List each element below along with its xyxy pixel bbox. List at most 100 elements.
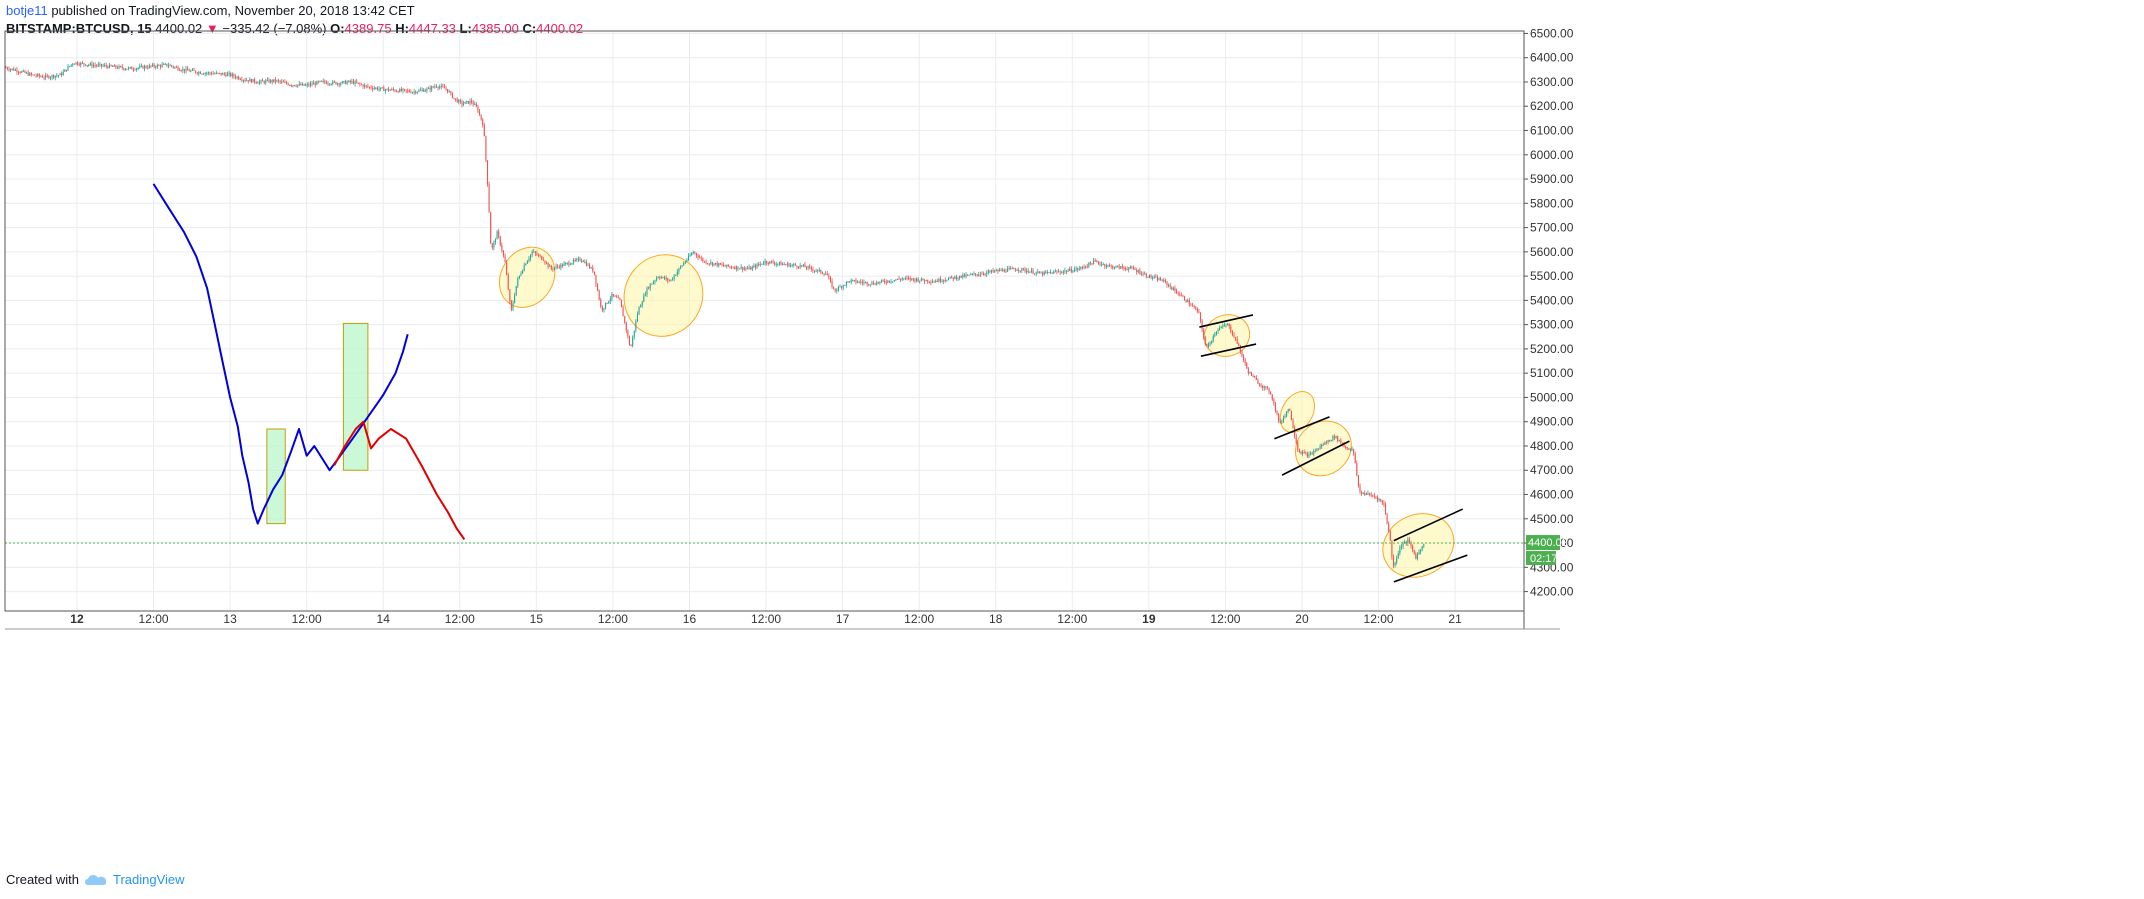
candle-body [1026,270,1028,272]
candle-body [477,106,479,112]
candle-body [1337,435,1339,441]
candle-body [652,281,654,284]
candle-body [542,259,544,261]
candle-body [1246,363,1248,369]
candle-body [518,275,520,279]
candle-body [38,74,40,77]
candle-body [223,73,225,75]
close-label: C: [522,21,537,36]
candle-body [458,100,460,103]
candle-body [745,268,747,270]
drawings-lines [5,183,1524,583]
candle-body [247,80,249,82]
candle-body [675,274,677,276]
candle-body [35,75,37,77]
candle-body [729,266,731,268]
candle-body [1107,265,1109,267]
candle-body [6,67,8,69]
candle-body [1008,268,1010,270]
candle-body [1362,492,1364,494]
last-price-value: 4400.02 [155,21,203,36]
candle-body [1423,544,1425,547]
candle-body [939,278,942,282]
candle-body [502,250,505,256]
candle-body [298,83,300,85]
candle-body [365,85,367,87]
candle-body [5,67,7,69]
change-value: −335.42 (−7.08%) [222,21,327,36]
candle-body [708,263,710,265]
symbol-label: BITSTAMP:BTCUSD, 15 [6,21,152,36]
candle-body [539,255,541,257]
tradingview-link[interactable]: TradingView [112,872,185,887]
candle-body [45,75,47,78]
candle-body [914,279,916,281]
x-tick-label: 12:00 [445,612,475,626]
candle-body [442,85,444,87]
candle-body [710,262,712,264]
candle-body [1191,305,1194,307]
candle-body [352,81,355,84]
candle-body [177,67,179,70]
candle-body [1067,270,1069,272]
candle-body [1156,276,1158,281]
candle-body [70,64,72,67]
candle-body [230,73,232,77]
candle-body [1392,557,1395,566]
candle-body [285,82,288,84]
candle-body [1171,287,1173,290]
candle-body [531,252,533,255]
candle-body [1000,269,1002,271]
candle-body [368,86,371,88]
candle-body [794,264,796,266]
candle-body [515,285,517,296]
candle-body [705,261,707,264]
candle-body [306,84,308,86]
candle-body [520,273,522,276]
candle-body [1367,493,1369,495]
candle-body [579,258,581,261]
candle-body [858,281,860,283]
candle-body [274,79,276,82]
candle-body [407,90,409,92]
candle-body [1148,275,1151,278]
candle-body [585,262,587,266]
candle-body [164,63,166,65]
author-link[interactable]: botje11 [6,3,48,18]
candle-body [451,92,453,98]
candle-body [920,278,922,281]
candle-body [762,263,765,265]
candle-body [463,103,465,105]
candle-body [1110,265,1112,267]
chart-header: botje11 published on TradingView.com, No… [6,2,583,38]
y-tick-label: 4800.00 [1530,439,1574,453]
candle-body [584,262,586,264]
candle-body [222,73,224,75]
candle-body [1408,539,1411,543]
created-with-text: Created with [6,872,79,887]
candle-body [1396,557,1398,563]
candle-body [175,66,178,68]
y-tick-label: 4600.00 [1530,488,1574,502]
candle-body [372,88,374,90]
candle-body [904,277,906,279]
candle-body [447,89,449,92]
candle-body [930,281,932,283]
candle-body [536,253,538,255]
candle-body [909,277,911,280]
trend-line [1274,416,1330,440]
trend-line [1393,508,1464,542]
candle-body [244,80,246,82]
candle-body [333,81,335,83]
candle-body [748,267,750,269]
candle-body [754,265,757,268]
candle-body [1005,271,1007,273]
candle-body [994,270,996,272]
candle-body [1142,273,1144,275]
red-projection-line [333,420,466,540]
candle-body [163,64,165,66]
candle-body [1183,296,1186,301]
candle-body [1152,277,1154,279]
candle-body [1137,270,1139,273]
